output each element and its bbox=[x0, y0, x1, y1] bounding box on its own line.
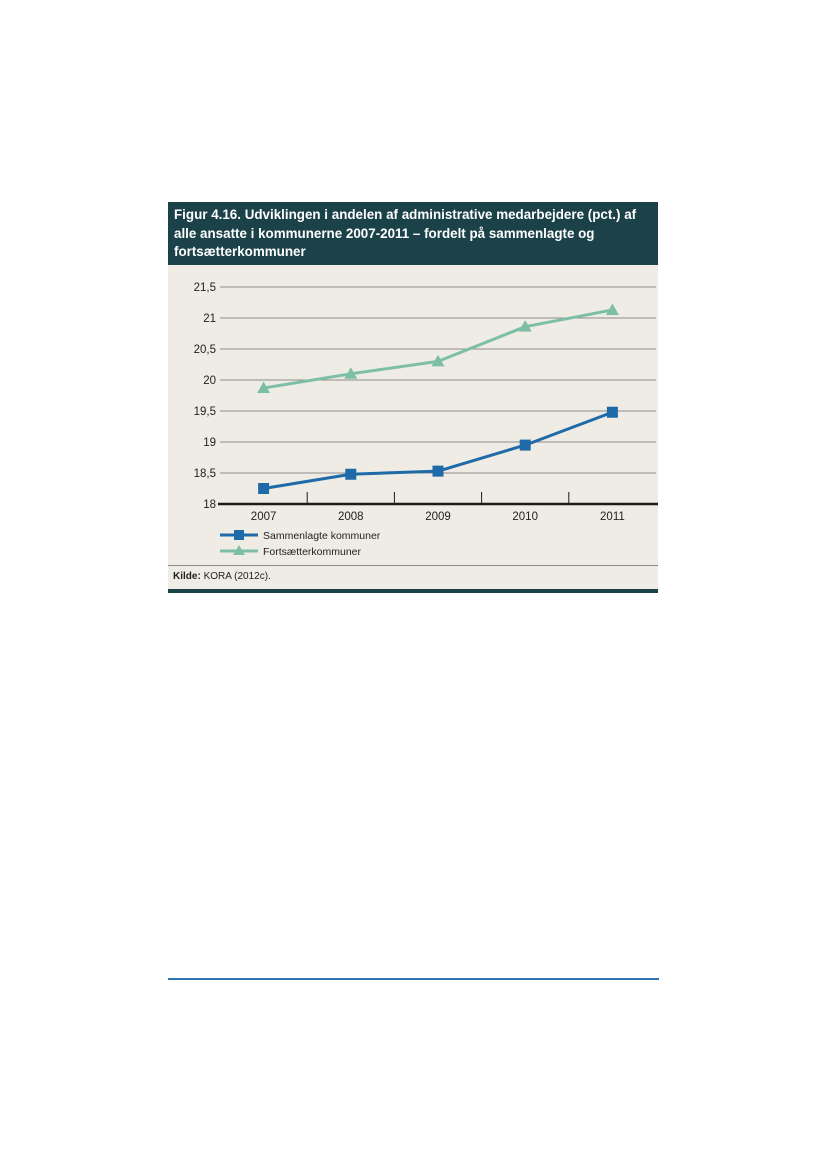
legend-label: Sammenlagte kommuner bbox=[263, 530, 381, 542]
legend-label: Fortsætterkommuner bbox=[263, 546, 362, 558]
x-tick-label: 2008 bbox=[338, 511, 364, 523]
y-tick-label: 20 bbox=[203, 375, 216, 387]
source-note: Kilde: KORA (2012c). bbox=[168, 565, 658, 590]
legend-marker-triangle bbox=[233, 545, 245, 555]
line-chart: 18 18,5 19 19,5 20 20,5 21 21,5 2007 2008 2009 2010… bbox=[194, 282, 658, 558]
source-label: Kilde: bbox=[173, 571, 201, 582]
y-tick-label: 19,5 bbox=[194, 406, 216, 418]
y-tick-label: 18,5 bbox=[194, 468, 216, 480]
data-point-square bbox=[345, 468, 357, 480]
data-point-square bbox=[519, 439, 531, 451]
legend-marker-square bbox=[234, 530, 244, 540]
figure-title: Figur 4.16. Udviklingen i andelen af adm… bbox=[174, 207, 637, 259]
figure-panel: Figur 4.16. Udviklingen i andelen af adm… bbox=[168, 202, 658, 593]
x-tick-label: 2010 bbox=[512, 511, 538, 523]
page-footer-rule bbox=[168, 978, 659, 980]
y-tick-label: 21 bbox=[203, 313, 216, 325]
y-tick-label: 21,5 bbox=[194, 282, 216, 294]
data-point-triangle bbox=[605, 303, 619, 315]
source-text: KORA (2012c). bbox=[203, 571, 271, 582]
x-tick-label: 2009 bbox=[425, 511, 451, 523]
y-tick-label: 18 bbox=[203, 499, 216, 511]
y-tick-label: 20,5 bbox=[194, 344, 216, 356]
data-point-triangle bbox=[431, 354, 445, 367]
data-point-square bbox=[258, 483, 270, 494]
data-point-triangle bbox=[257, 381, 271, 394]
figure-bottom-bar bbox=[168, 589, 658, 593]
data-point-square bbox=[606, 406, 618, 418]
series-line-sammenlagte bbox=[263, 410, 613, 490]
x-tick-label: 2007 bbox=[251, 511, 277, 523]
x-tick-label: 2011 bbox=[600, 511, 625, 523]
data-point-triangle bbox=[518, 320, 532, 332]
data-point-triangle bbox=[344, 367, 358, 379]
data-point-square bbox=[432, 465, 444, 477]
figure-header: Figur 4.16. Udviklingen i andelen af adm… bbox=[168, 202, 658, 265]
y-tick-label: 19 bbox=[203, 437, 216, 449]
